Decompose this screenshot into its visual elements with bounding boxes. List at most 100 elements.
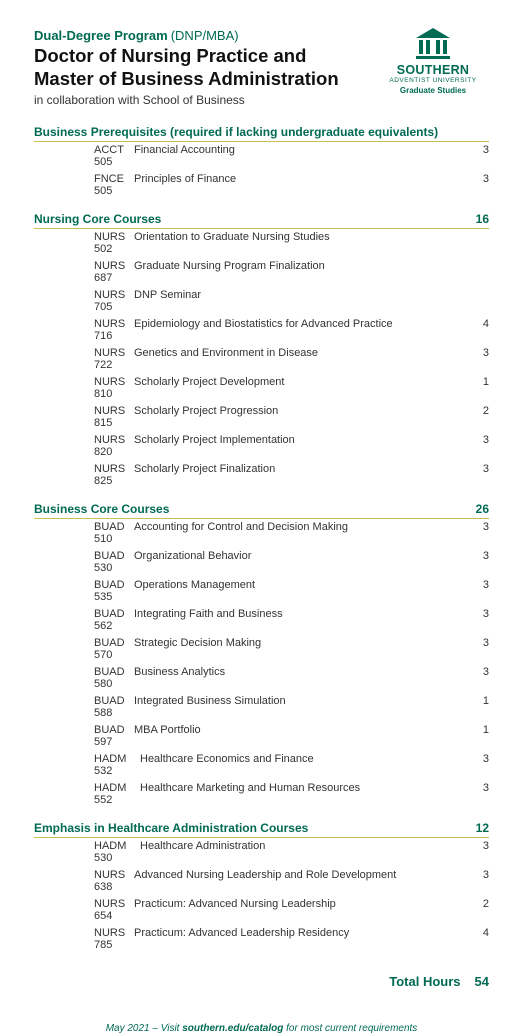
- logo-grad-studies: Graduate Studies: [377, 86, 489, 95]
- course-credits: 3: [465, 434, 489, 458]
- course-row: BUAD 510Accounting for Control and Decis…: [34, 519, 489, 548]
- course-name: Strategic Decision Making: [134, 637, 465, 661]
- course-credits: 3: [465, 666, 489, 690]
- course-credits: 3: [465, 550, 489, 574]
- course-row: BUAD 570Strategic Decision Making3: [34, 635, 489, 664]
- course-code: HADM 532: [34, 753, 140, 777]
- section-title: Business Core Courses: [34, 502, 169, 516]
- footer-suffix: for most current requirements: [283, 1023, 417, 1034]
- course-code: NURS 785: [34, 927, 134, 951]
- course-name: Principles of Finance: [134, 173, 465, 197]
- course-code: BUAD 562: [34, 608, 134, 632]
- course-row: NURS 654Practicum: Advanced Nursing Lead…: [34, 896, 489, 925]
- subtitle: in collaboration with School of Business: [34, 93, 377, 107]
- logo-block: SOUTHERN ADVENTIST UNIVERSITY Graduate S…: [377, 28, 489, 95]
- course-credits: 3: [465, 347, 489, 371]
- course-name: Integrating Faith and Business: [134, 608, 465, 632]
- course-name: Healthcare Marketing and Human Resources: [140, 782, 465, 806]
- main-title-line1: Doctor of Nursing Practice and: [34, 45, 377, 66]
- section-title: Emphasis in Healthcare Administration Co…: [34, 821, 308, 835]
- title-block: Dual-Degree Program (DNP/MBA) Doctor of …: [34, 28, 377, 107]
- course-name: Business Analytics: [134, 666, 465, 690]
- course-code: NURS 502: [34, 231, 134, 255]
- total-value: 54: [475, 974, 489, 989]
- course-name: Scholarly Project Implementation: [134, 434, 465, 458]
- section-credits: 12: [476, 821, 489, 835]
- course-name: Scholarly Project Progression: [134, 405, 465, 429]
- program-type-paren: (DNP/MBA): [171, 28, 239, 43]
- course-row: NURS 810Scholarly Project Development1: [34, 374, 489, 403]
- course-credits: 1: [465, 376, 489, 400]
- course-code: BUAD 535: [34, 579, 134, 603]
- course-row: NURS 785Practicum: Advanced Leadership R…: [34, 925, 489, 954]
- course-credits: 3: [465, 579, 489, 603]
- course-sections: Business Prerequisites (required if lack…: [34, 125, 489, 954]
- course-code: HADM 552: [34, 782, 140, 806]
- main-title-line2: Master of Business Administration: [34, 68, 377, 89]
- course-section: Emphasis in Healthcare Administration Co…: [34, 821, 489, 954]
- course-row: ACCT 505Financial Accounting3: [34, 142, 489, 171]
- course-row: BUAD 535Operations Management3: [34, 577, 489, 606]
- course-credits: 3: [465, 753, 489, 777]
- course-code: NURS 815: [34, 405, 134, 429]
- section-credits: 26: [476, 502, 489, 516]
- course-credits: 3: [465, 608, 489, 632]
- university-logo-icon: [410, 28, 456, 62]
- course-code: HADM 530: [34, 840, 140, 864]
- course-credits: 3: [465, 869, 489, 893]
- footer-link: southern.edu/catalog: [182, 1023, 283, 1034]
- course-section: Business Core Courses 26 BUAD 510Accountin…: [34, 502, 489, 809]
- course-row: NURS 825Scholarly Project Finalization3: [34, 461, 489, 490]
- program-type: Dual-Degree Program: [34, 28, 168, 43]
- course-code: NURS 810: [34, 376, 134, 400]
- total-label: Total Hours: [389, 974, 460, 989]
- course-credits: 1: [465, 724, 489, 748]
- course-code: BUAD 588: [34, 695, 134, 719]
- program-type-line: Dual-Degree Program (DNP/MBA): [34, 28, 377, 43]
- header: Dual-Degree Program (DNP/MBA) Doctor of …: [34, 28, 489, 107]
- course-code: NURS 687: [34, 260, 134, 284]
- course-credits: [465, 289, 489, 313]
- section-header: Nursing Core Courses16: [34, 212, 489, 229]
- course-name: Genetics and Environment in Disease: [134, 347, 465, 371]
- course-name: Orientation to Graduate Nursing Studies: [134, 231, 465, 255]
- course-code: NURS 722: [34, 347, 134, 371]
- course-credits: 3: [465, 521, 489, 545]
- course-section: Business Prerequisites (required if lack…: [34, 125, 489, 200]
- course-credits: [465, 231, 489, 255]
- course-code: NURS 716: [34, 318, 134, 342]
- course-row: NURS 716Epidemiology and Biostatistics f…: [34, 316, 489, 345]
- course-section: Nursing Core Courses16 NURS 502Orientatio…: [34, 212, 489, 490]
- course-row: BUAD 588Integrated Business Simulation1: [34, 693, 489, 722]
- course-credits: 3: [465, 840, 489, 864]
- course-name: DNP Seminar: [134, 289, 465, 313]
- course-code: FNCE 505: [34, 173, 134, 197]
- course-code: NURS 705: [34, 289, 134, 313]
- course-row: HADM 552 Healthcare Marketing and Human …: [34, 780, 489, 809]
- course-name: Scholarly Project Development: [134, 376, 465, 400]
- course-name: Graduate Nursing Program Finalization: [134, 260, 465, 284]
- course-credits: 3: [465, 144, 489, 168]
- course-code: BUAD 510: [34, 521, 134, 545]
- course-name: Healthcare Economics and Finance: [140, 753, 465, 777]
- course-name: Epidemiology and Biostatistics for Advan…: [134, 318, 465, 342]
- course-code: BUAD 570: [34, 637, 134, 661]
- logo-name: SOUTHERN: [377, 64, 489, 77]
- course-row: NURS 722Genetics and Environment in Dise…: [34, 345, 489, 374]
- course-code: BUAD 580: [34, 666, 134, 690]
- course-name: Operations Management: [134, 579, 465, 603]
- course-code: ACCT 505: [34, 144, 134, 168]
- course-row: BUAD 580Business Analytics3: [34, 664, 489, 693]
- course-row: NURS 815Scholarly Project Progression2: [34, 403, 489, 432]
- course-credits: 2: [465, 898, 489, 922]
- course-row: NURS 705DNP Seminar: [34, 287, 489, 316]
- course-credits: 3: [465, 782, 489, 806]
- section-title: Business Prerequisites (required if lack…: [34, 125, 438, 139]
- course-row: NURS 820Scholarly Project Implementation…: [34, 432, 489, 461]
- course-name: Practicum: Advanced Nursing Leadership: [134, 898, 465, 922]
- course-code: BUAD 597: [34, 724, 134, 748]
- course-row: NURS 687Graduate Nursing Program Finaliz…: [34, 258, 489, 287]
- course-credits: 4: [465, 927, 489, 951]
- course-name: Practicum: Advanced Leadership Residency: [134, 927, 465, 951]
- section-header: Business Core Courses 26: [34, 502, 489, 519]
